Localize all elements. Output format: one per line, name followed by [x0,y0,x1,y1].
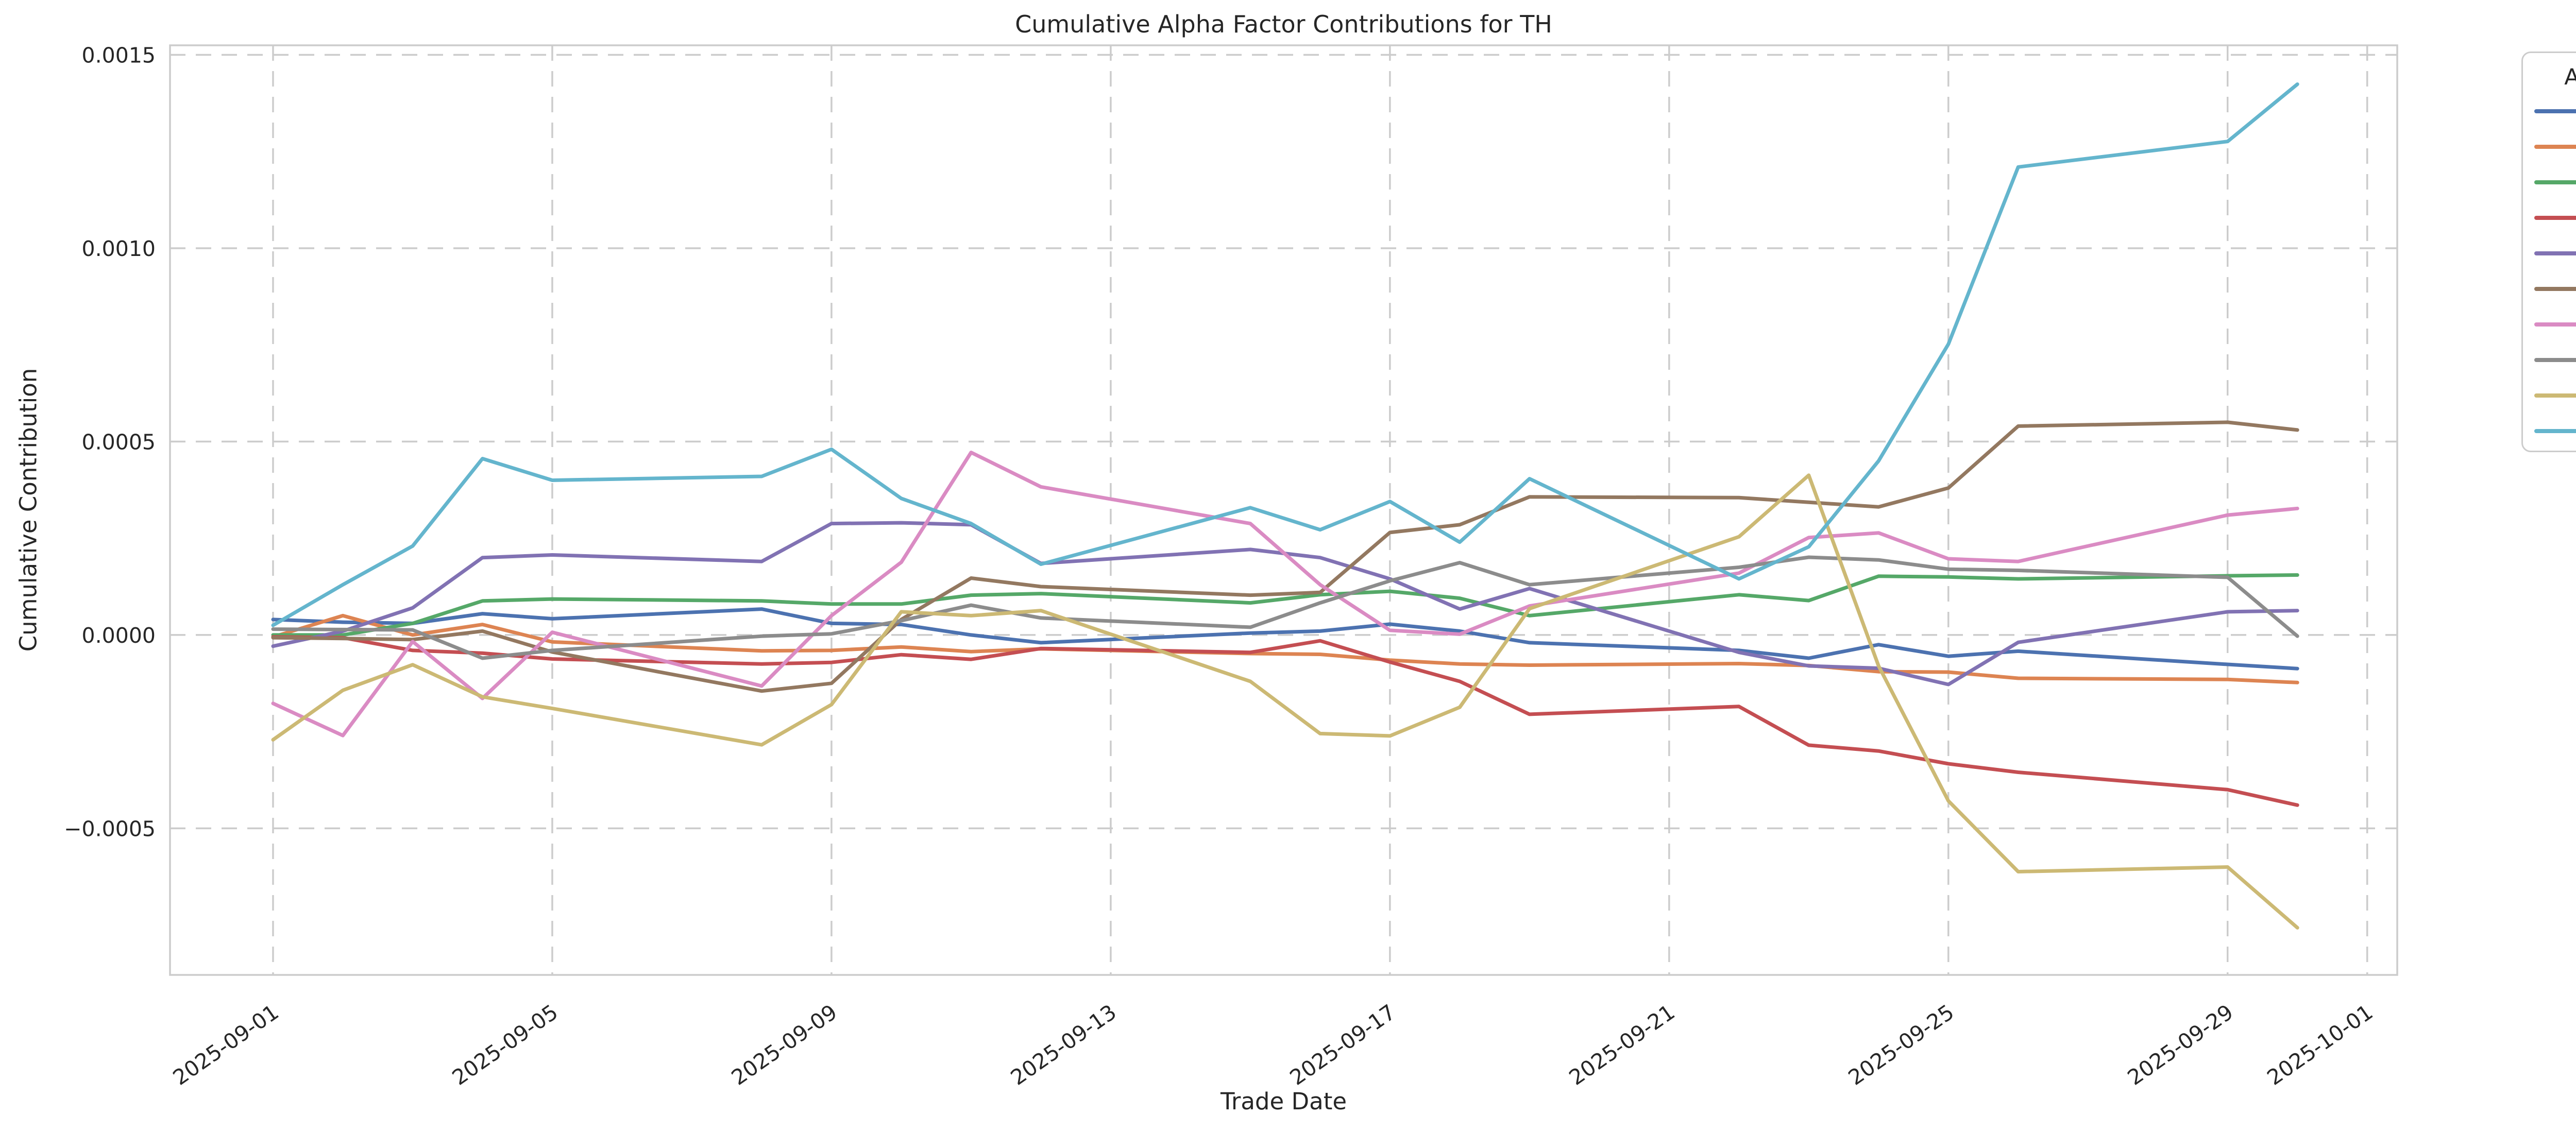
x-tick-label: 2025-09-21 [1565,1000,1680,1090]
x-tick-label: 2025-09-29 [2123,1000,2238,1090]
legend-item-reversal: reversal [2523,271,2576,306]
series-line-momentum [271,573,2299,637]
y-axis-label: Cumulative Contribution [14,368,42,652]
legend-swatch-quality [2534,251,2576,255]
legend-item-linkage: linkage [2523,129,2576,164]
series-line-revision [271,451,2299,737]
legend: Alpha Factor fmomlinkagemomentumneglectq… [2521,52,2576,452]
x-axis-label: Trade Date [1220,1088,1347,1115]
series-line-value_liq [271,82,2299,627]
y-tick-label: 0.0000 [82,623,156,648]
legend-title: Alpha Factor [2564,64,2576,90]
legend-item-fmom: fmom [2523,93,2576,129]
x-tick-label: 2025-09-01 [168,1000,283,1090]
series-line-neglect [271,635,2299,807]
y-tick-label: 0.0015 [82,43,156,67]
legend-item-momentum: momentum [2523,164,2576,200]
legend-swatch-stability [2534,357,2576,362]
series-line-stability [271,555,2299,660]
series-line-value_gc [271,473,2299,930]
axes-frame [169,44,2398,976]
y-tick-label: 0.0010 [82,236,156,261]
legend-item-quality: quality [2523,235,2576,271]
x-tick-label: 2025-09-25 [1844,1000,1959,1090]
legend-swatch-linkage [2534,144,2576,149]
legend-item-neglect: neglect [2523,200,2576,235]
x-tick-label: 2025-10-01 [2263,1000,2378,1090]
legend-swatch-value_liq [2534,428,2576,433]
x-tick-label: 2025-09-05 [448,1000,563,1090]
legend-swatch-revision [2534,322,2576,327]
legend-item-stability: stability [2523,342,2576,378]
legend-swatch-value_gc [2534,393,2576,398]
x-tick-label: 2025-09-17 [1285,1000,1400,1090]
series-line-reversal [271,420,2299,693]
series-line-fmom [271,607,2299,671]
legend-items: fmomlinkagemomentumneglectqualityreversa… [2523,93,2576,449]
x-tick-label: 2025-09-09 [727,1000,842,1090]
series-line-linkage [271,613,2299,684]
y-tick-label: 0.0005 [82,430,156,454]
legend-swatch-reversal [2534,286,2576,291]
legend-swatch-momentum [2534,180,2576,184]
legend-item-value_gc: value_gc [2523,378,2576,413]
y-tick-label: −0.0005 [64,816,156,841]
chart-title: Cumulative Alpha Factor Contributions fo… [1015,10,1552,38]
legend-item-value_liq: value_liq [2523,413,2576,449]
legend-swatch-fmom [2534,109,2576,113]
legend-item-revision: revision [2523,306,2576,342]
legend-swatch-neglect [2534,215,2576,220]
x-tick-label: 2025-09-13 [1006,1000,1121,1090]
